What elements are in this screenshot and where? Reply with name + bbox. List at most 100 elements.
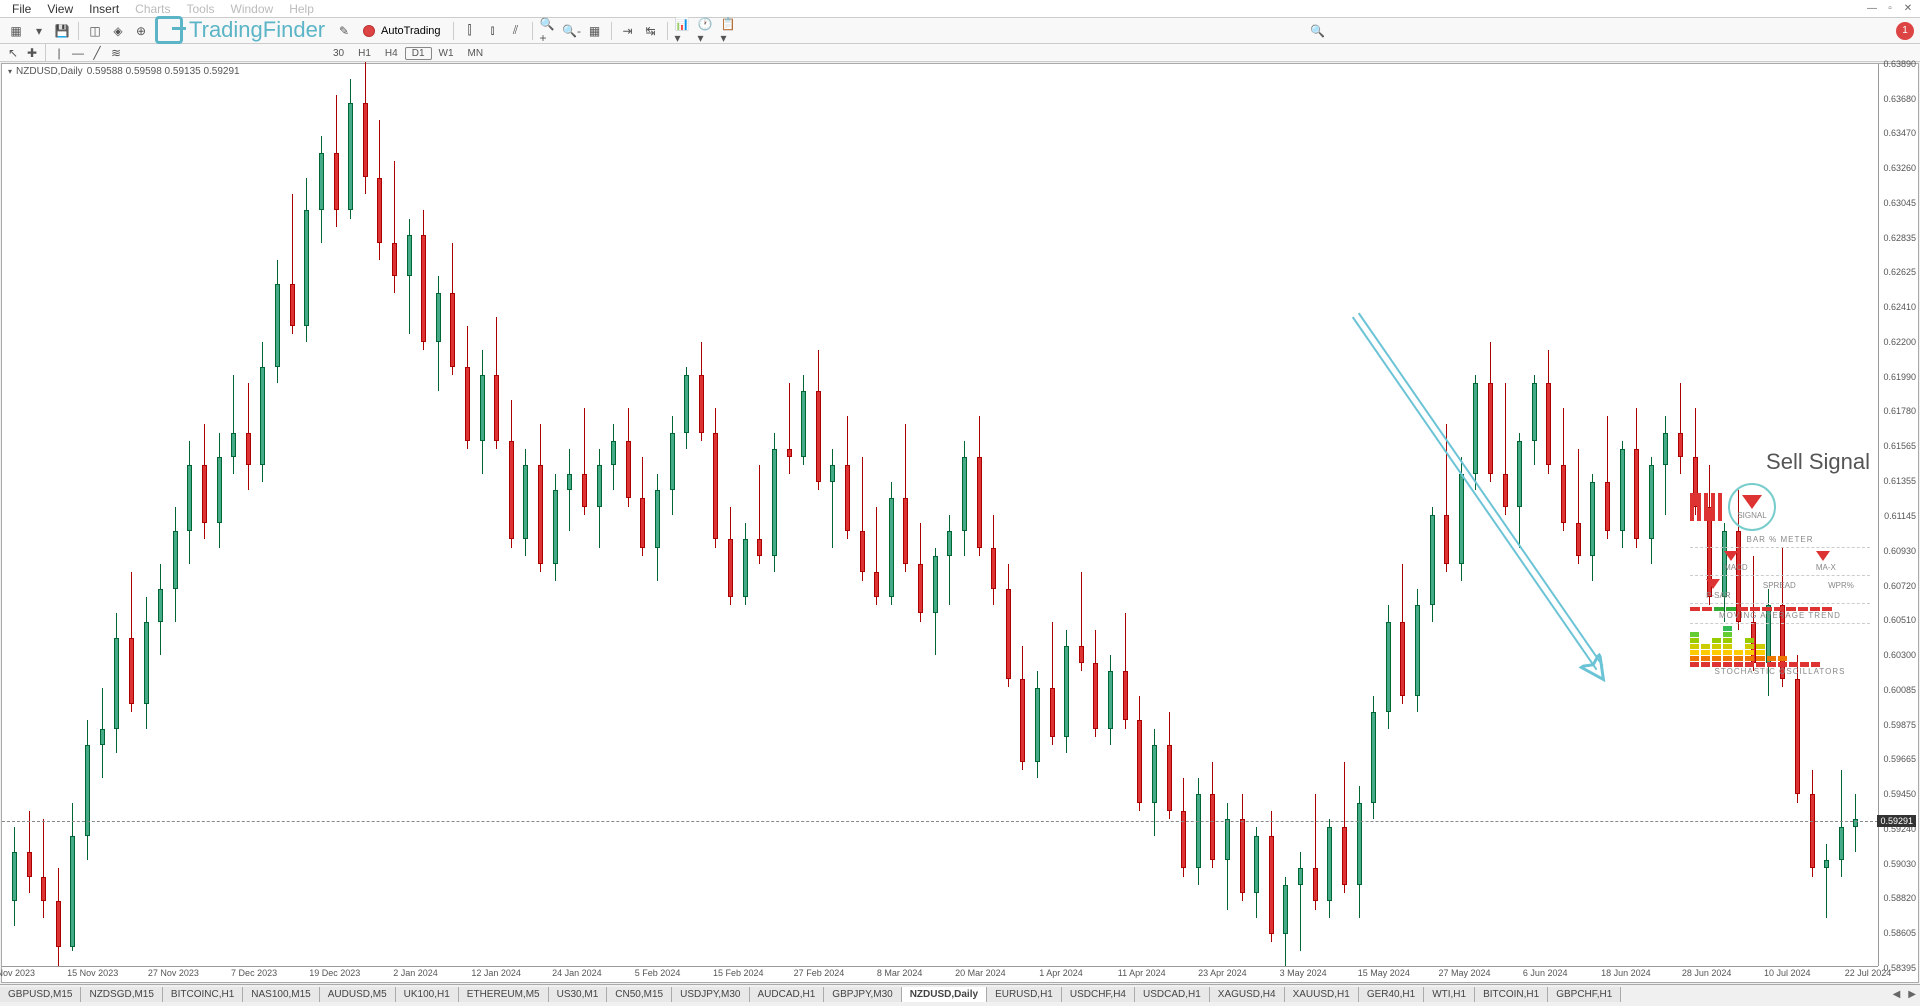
chart-tab[interactable]: NAS100,M15 [243,987,319,1002]
chart-tab[interactable]: GBPUSD,M15 [0,987,81,1002]
stoch-column [1778,655,1787,667]
tf-MN[interactable]: MN [461,47,491,60]
stoch-column [1756,643,1765,667]
minimize-icon[interactable]: — [1864,3,1880,14]
chart-tab[interactable]: XAGUSD,H4 [1210,987,1285,1002]
autotrading-button[interactable]: AutoTrading [357,25,447,37]
price-tick: 0.62200 [1883,337,1916,347]
tf-W1[interactable]: W1 [432,47,461,60]
chart-tab[interactable]: WTI,H1 [1424,987,1475,1002]
chart-tab[interactable]: XAUUSD,H1 [1285,987,1359,1002]
tf-30[interactable]: 30 [326,47,351,60]
bar-meter [1690,493,1722,521]
chart-tab[interactable]: ETHEREUM,M5 [459,987,549,1002]
date-tick: 11 Apr 2024 [1118,968,1166,978]
maximize-icon[interactable]: ▫ [1882,3,1898,14]
menu-insert[interactable]: Insert [81,2,127,16]
stoch-column [1701,643,1710,667]
date-tick: 18 Jun 2024 [1601,968,1651,978]
chart-tab[interactable]: USDJPY,M30 [672,987,749,1002]
search-icon[interactable]: 🔍 [1308,21,1328,41]
tf-D1[interactable]: D1 [405,47,432,60]
chart-tab[interactable]: US30,M1 [549,987,608,1002]
meter-bar [1718,493,1722,521]
chart-tab[interactable]: CN50,M15 [607,987,672,1002]
templates-icon[interactable]: 📋▾ [720,21,740,41]
cursor-icon[interactable]: ↖ [4,45,22,61]
line-chart-icon[interactable]: ⫽ [506,21,526,41]
chart-tab[interactable]: UK100,H1 [396,987,459,1002]
stoch-column [1712,637,1721,667]
date-tick: 28 Jun 2024 [1682,968,1732,978]
price-tick: 0.61565 [1883,441,1916,451]
tab-next-icon[interactable]: ▶ [1904,989,1920,1000]
market-watch-icon[interactable]: ◫ [85,21,105,41]
stoch-column [1767,655,1776,667]
date-tick: 10 Jul 2024 [1764,968,1811,978]
notification-badge[interactable]: 1 [1896,22,1914,40]
tf-H4[interactable]: H4 [378,47,405,60]
date-tick: 2 Jan 2024 [393,968,438,978]
vline-icon[interactable]: | [50,45,68,61]
meter-bar [1690,493,1694,521]
chart-canvas[interactable] [2,64,1878,966]
hline-icon[interactable]: — [69,45,87,61]
date-tick: 12 Jan 2024 [471,968,521,978]
separator [453,22,454,40]
autoscroll-icon[interactable]: ↹ [641,21,661,41]
zoom-out-icon[interactable]: 🔍- [562,21,582,41]
date-tick: 27 Feb 2024 [794,968,845,978]
periods-icon[interactable]: 🕐▾ [697,21,717,41]
menu-charts[interactable]: Charts [127,2,178,16]
save-icon[interactable]: 💾 [52,21,72,41]
stoch-label: STOCHASTIC OSCILLATORS [1690,667,1870,676]
price-tick: 0.63045 [1883,198,1916,208]
trendline-icon[interactable]: ╱ [88,45,106,61]
crosshair-icon[interactable]: ✚ [23,45,41,61]
menu-help[interactable]: Help [281,2,322,16]
chart-tab[interactable]: NZDSGD,M15 [81,987,162,1002]
new-order-icon[interactable]: ✎ [334,21,354,41]
chart-tab[interactable]: GER40,H1 [1359,987,1424,1002]
date-tick: 15 May 2024 [1358,968,1410,978]
zoom-in-icon[interactable]: 🔍+ [539,21,559,41]
menu-view[interactable]: View [39,2,81,16]
chart-tab[interactable]: USDCHF,H4 [1062,987,1135,1002]
new-chart-icon[interactable]: ▦ [6,21,26,41]
signal-title: Sell Signal [1690,449,1870,475]
close-icon[interactable]: ✕ [1900,3,1916,14]
sell-arrow-annotation [2,64,1878,968]
date-tick: 22 Jul 2024 [1845,968,1892,978]
channel-icon[interactable]: ≋ [107,45,125,61]
date-tick: 5 Feb 2024 [635,968,681,978]
tile-icon[interactable]: ▦ [585,21,605,41]
bar-chart-icon[interactable]: ⫿ [460,21,480,41]
psar-arrow-icon [1706,579,1720,589]
tf-H1[interactable]: H1 [351,47,378,60]
separator [667,22,668,40]
shift-icon[interactable]: ⇥ [618,21,638,41]
menu-file[interactable]: File [4,2,39,16]
chart-tab[interactable]: NZDUSD,Daily [902,987,987,1002]
chart-tab[interactable]: AUDCAD,H1 [750,987,825,1002]
chart-tab[interactable]: USDCAD,H1 [1135,987,1210,1002]
chart-tab[interactable]: BITCOIN,H1 [1475,987,1548,1002]
date-tick: 23 Apr 2024 [1198,968,1247,978]
tab-prev-icon[interactable]: ◀ [1889,989,1905,1000]
stoch-column [1745,637,1754,667]
target-icon[interactable]: ⊕ [131,21,151,41]
chart-tab[interactable]: BITCOINC,H1 [163,987,243,1002]
menu-window[interactable]: Window [223,2,282,16]
meter-bar [1704,493,1708,521]
navigator-icon[interactable]: ◈ [108,21,128,41]
price-tick: 0.60085 [1883,685,1916,695]
indicators-icon[interactable]: 📊▾ [674,21,694,41]
chart-tab[interactable]: AUDUSD,M5 [320,987,396,1002]
menu-tools[interactable]: Tools [179,2,223,16]
profiles-icon[interactable]: ▾ [29,21,49,41]
chart-tab[interactable]: EURUSD,H1 [987,987,1062,1002]
chart-tab[interactable]: GBPJPY,M30 [824,987,901,1002]
chart-tab[interactable]: GBPCHF,H1 [1548,987,1621,1002]
candle-chart-icon[interactable]: ⫾ [483,21,503,41]
stochastic-bars [1690,627,1870,667]
